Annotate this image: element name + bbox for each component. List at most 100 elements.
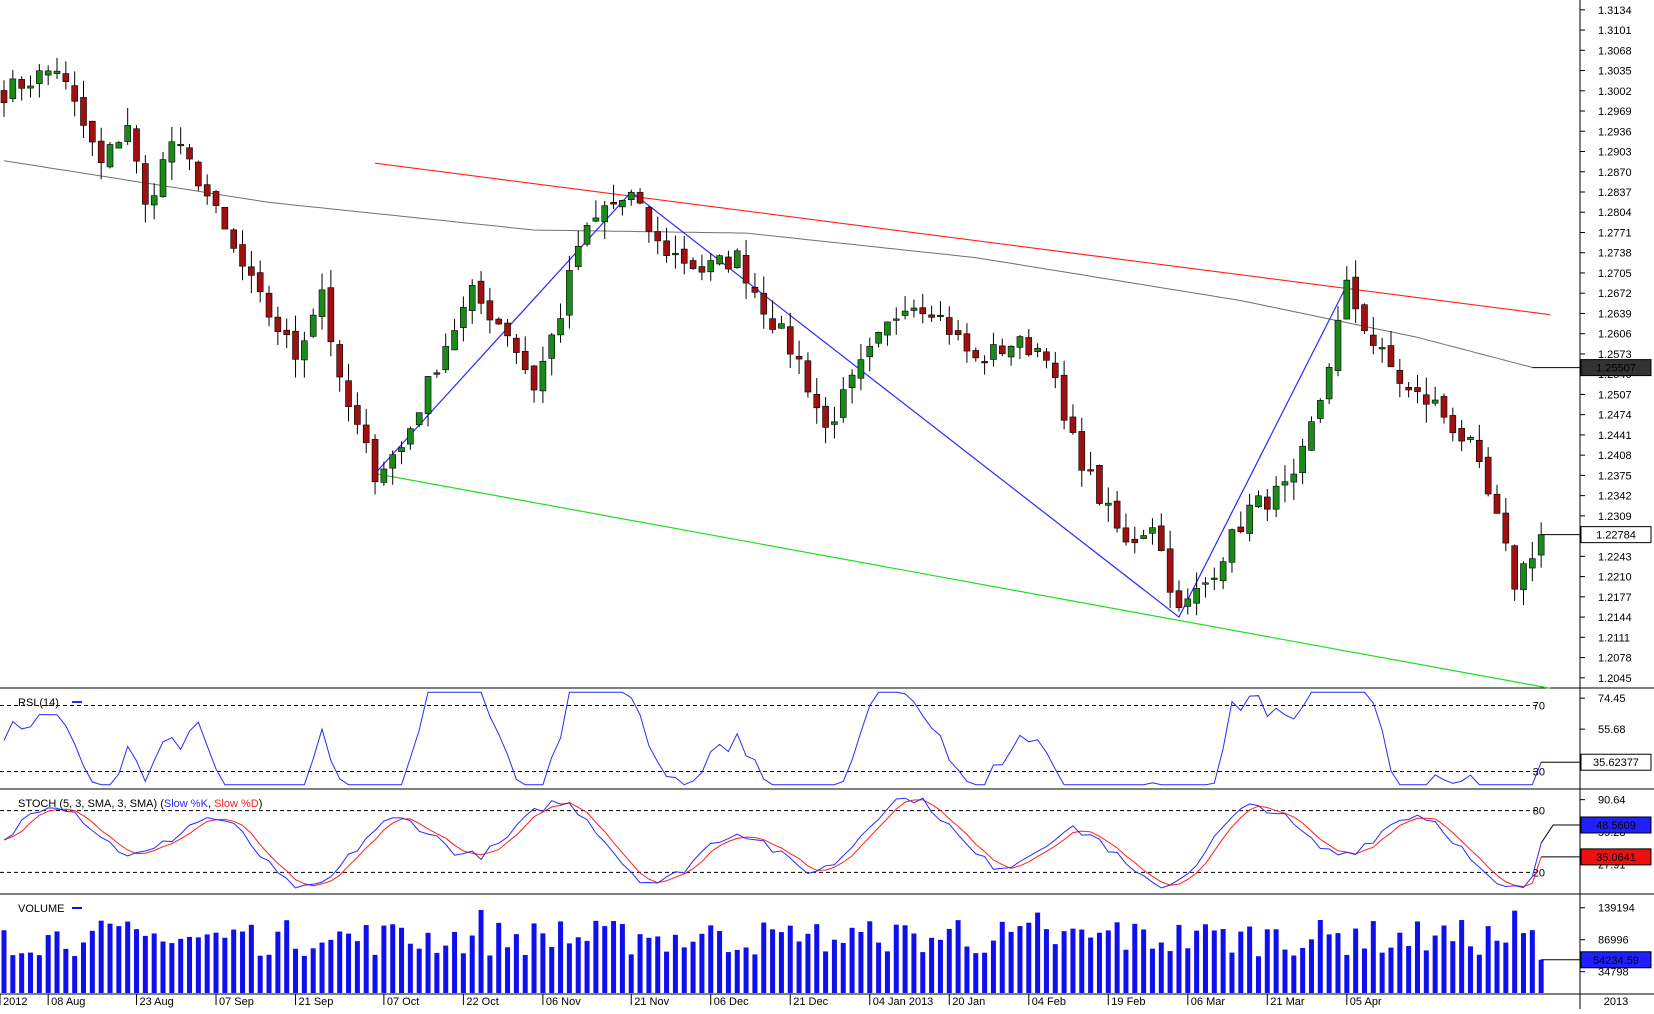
candle-body bbox=[124, 125, 131, 142]
candle bbox=[751, 273, 759, 299]
rsi-tick-label: 55.68 bbox=[1598, 724, 1626, 736]
candle bbox=[1219, 557, 1227, 590]
volume-bar bbox=[1459, 920, 1465, 993]
candle bbox=[9, 70, 17, 103]
candle bbox=[1016, 334, 1024, 360]
stoch-title-sep: , bbox=[208, 798, 214, 810]
candle bbox=[195, 160, 202, 191]
candle bbox=[1166, 530, 1174, 608]
stoch-k-line bbox=[3, 797, 1542, 889]
volume-bar bbox=[752, 954, 758, 993]
volume-bar bbox=[434, 952, 440, 993]
volume-title: VOLUME bbox=[18, 903, 64, 915]
candle-body bbox=[1202, 582, 1209, 585]
candle bbox=[831, 406, 838, 439]
candle bbox=[1458, 420, 1465, 452]
rsi-title: RSI (14) bbox=[18, 697, 59, 709]
volume-bar bbox=[778, 932, 784, 993]
candle-body bbox=[256, 272, 264, 293]
volume-bar bbox=[1123, 949, 1129, 993]
candle-body bbox=[1228, 529, 1236, 563]
y-tick-label: 1.2573 bbox=[1598, 349, 1632, 361]
stoch-legend-k: Slow %K bbox=[164, 798, 209, 810]
candle-body bbox=[1537, 534, 1545, 556]
volume-bar bbox=[1132, 923, 1138, 993]
candle bbox=[998, 338, 1006, 357]
candle bbox=[963, 323, 971, 363]
candle-body bbox=[1414, 387, 1421, 392]
volume-bar bbox=[169, 943, 175, 993]
candle bbox=[1467, 435, 1474, 443]
volume-bar bbox=[681, 947, 687, 993]
candle bbox=[309, 308, 317, 338]
candle bbox=[654, 216, 662, 255]
y-tick-label: 1.2606 bbox=[1598, 329, 1632, 341]
candle-body bbox=[106, 144, 114, 168]
rsi-value-label-box bbox=[1580, 753, 1652, 771]
candle-body bbox=[866, 345, 874, 358]
y-tick-label: 1.2969 bbox=[1598, 106, 1632, 118]
x-tick-label: 23 Aug bbox=[140, 996, 174, 1008]
candle bbox=[230, 228, 237, 253]
y-tick-label: 1.2309 bbox=[1598, 511, 1632, 523]
y-tick-label: 1.2705 bbox=[1598, 268, 1632, 280]
support-line bbox=[374, 472, 1551, 689]
candle-body bbox=[9, 78, 17, 99]
candle bbox=[301, 331, 308, 378]
volume-bar bbox=[893, 924, 899, 993]
candle bbox=[256, 260, 264, 303]
volume-bar bbox=[1061, 931, 1067, 993]
candle bbox=[786, 312, 794, 368]
candle bbox=[442, 333, 450, 374]
candle bbox=[928, 305, 935, 322]
volume-bar bbox=[593, 920, 599, 993]
candle bbox=[945, 306, 953, 345]
y-tick-label: 1.2474 bbox=[1598, 410, 1632, 422]
candle bbox=[460, 296, 467, 342]
candle bbox=[203, 174, 211, 205]
volume-bar bbox=[1229, 952, 1235, 993]
candle bbox=[186, 143, 193, 171]
candle bbox=[133, 125, 140, 174]
candle-body bbox=[1051, 362, 1059, 378]
volume-bar bbox=[310, 948, 316, 993]
volume-bar bbox=[478, 909, 484, 993]
candle bbox=[875, 331, 882, 348]
volume-bar bbox=[637, 934, 643, 993]
volume-bar bbox=[876, 942, 882, 993]
volume-bar bbox=[1379, 952, 1385, 993]
volume-bar bbox=[1291, 955, 1297, 993]
candle-body bbox=[248, 266, 255, 276]
candle-body bbox=[407, 428, 414, 445]
candle-body bbox=[548, 334, 556, 359]
x-tick-label: 2012 bbox=[3, 996, 27, 1008]
candle-body bbox=[1096, 465, 1103, 504]
zigzag-line bbox=[374, 191, 1348, 618]
volume-value-label: 54234.59 bbox=[1593, 955, 1639, 967]
candle bbox=[1272, 476, 1280, 518]
y-tick-label: 1.3002 bbox=[1598, 86, 1632, 98]
candle-body bbox=[1025, 337, 1033, 356]
volume-bar bbox=[195, 937, 201, 993]
volume-bar bbox=[1503, 942, 1509, 993]
volume-bar bbox=[63, 948, 69, 993]
volume-bar bbox=[266, 954, 272, 993]
candle-body bbox=[424, 376, 432, 414]
volume-tick-label: 139194 bbox=[1598, 903, 1635, 915]
volume-bar bbox=[664, 951, 670, 993]
candle-body bbox=[778, 323, 785, 329]
candle bbox=[1476, 424, 1483, 468]
stoch-tick-label: 90.64 bbox=[1598, 795, 1626, 807]
candle-body bbox=[89, 120, 96, 143]
volume-bar bbox=[452, 931, 458, 993]
candle bbox=[1157, 513, 1165, 552]
candle-body bbox=[177, 143, 184, 147]
candle bbox=[1317, 398, 1324, 423]
candle-body bbox=[645, 207, 653, 232]
candle-body bbox=[1361, 304, 1368, 332]
candle bbox=[248, 251, 255, 294]
candle-body bbox=[910, 307, 918, 311]
candle-body bbox=[477, 280, 485, 304]
candle-body bbox=[1493, 493, 1501, 514]
candle-body bbox=[1290, 473, 1298, 483]
